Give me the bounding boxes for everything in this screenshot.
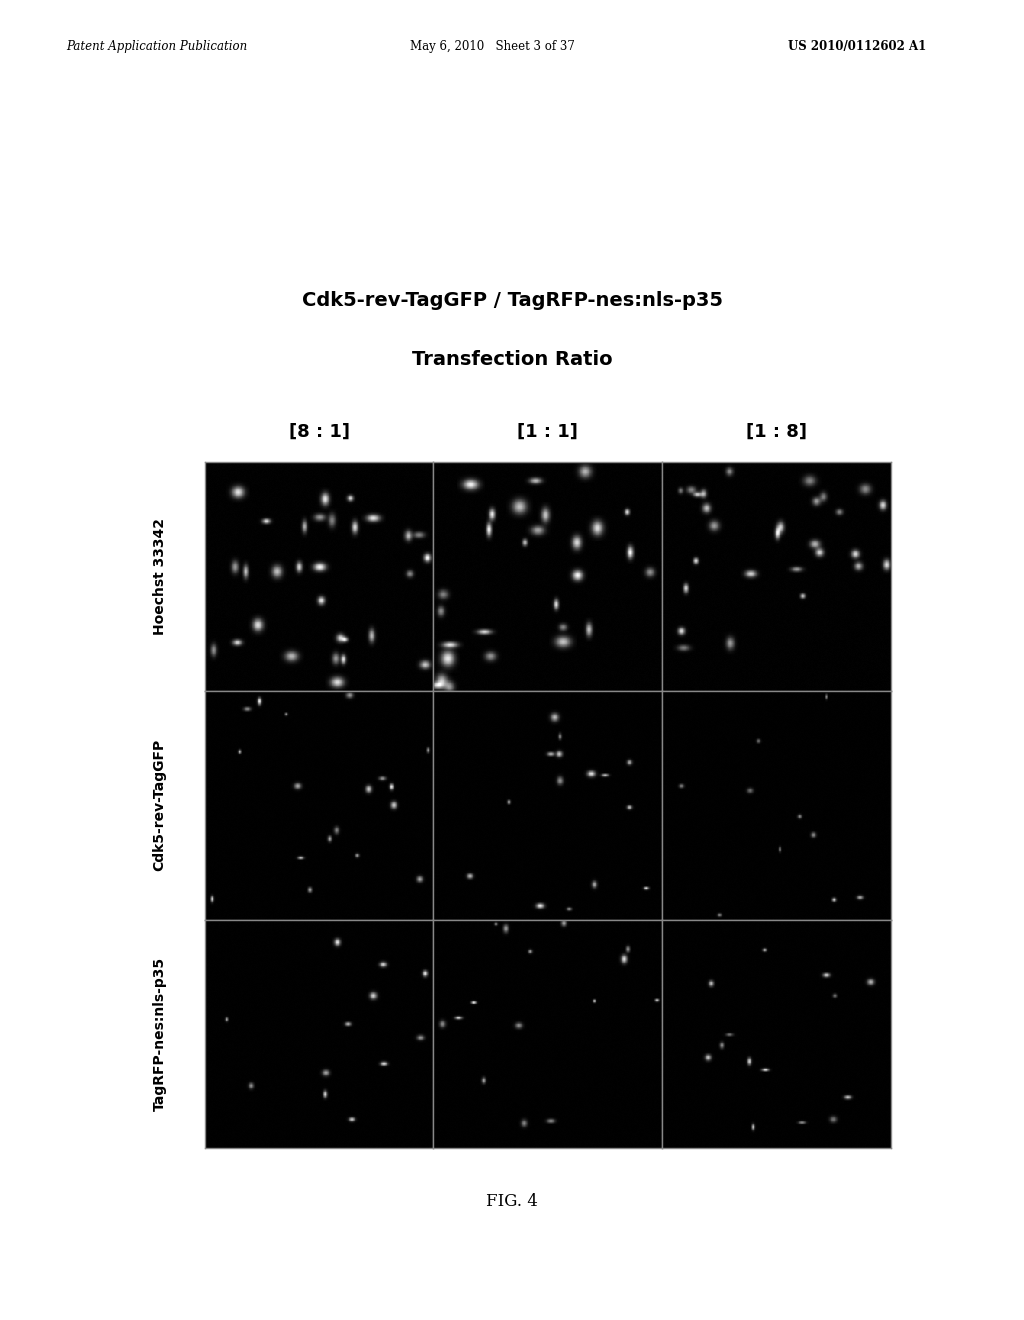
Text: TagRFP-nes:nls-p35: TagRFP-nes:nls-p35: [153, 957, 167, 1111]
Text: [1 : 8]: [1 : 8]: [746, 422, 807, 441]
Text: Patent Application Publication: Patent Application Publication: [67, 40, 248, 53]
Text: FIG. 4: FIG. 4: [486, 1193, 538, 1209]
Text: US 2010/0112602 A1: US 2010/0112602 A1: [788, 40, 927, 53]
Text: Transfection Ratio: Transfection Ratio: [412, 350, 612, 368]
Text: [1 : 1]: [1 : 1]: [517, 422, 579, 441]
Text: Cdk5-rev-TagGFP: Cdk5-rev-TagGFP: [153, 739, 167, 871]
Text: Cdk5-rev-TagGFP / TagRFP-nes:nls-p35: Cdk5-rev-TagGFP / TagRFP-nes:nls-p35: [301, 292, 723, 310]
Text: May 6, 2010   Sheet 3 of 37: May 6, 2010 Sheet 3 of 37: [410, 40, 574, 53]
Text: Hoechst 33342: Hoechst 33342: [153, 517, 167, 635]
Text: [8 : 1]: [8 : 1]: [289, 422, 349, 441]
